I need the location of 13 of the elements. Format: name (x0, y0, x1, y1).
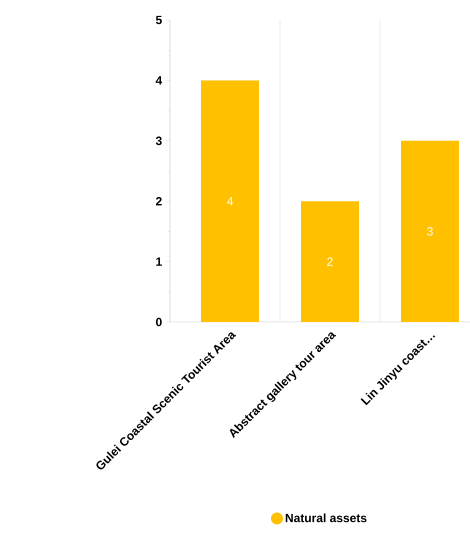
legend-label: Natural assets (286, 513, 366, 522)
data-label: 3 (427, 227, 433, 236)
y-tick-label: 5 (156, 16, 162, 24)
bar (300, 201, 359, 322)
y-tick-label: 1 (156, 257, 162, 266)
bar (200, 80, 259, 322)
y-tick-label: 2 (156, 197, 162, 206)
bar (400, 140, 459, 322)
data-label: 4 (226, 197, 233, 206)
y-tick-label: 0 (156, 318, 162, 326)
data-label: 2 (327, 257, 333, 266)
y-tick-label: 4 (156, 76, 162, 85)
y-tick-label: 3 (156, 136, 162, 146)
